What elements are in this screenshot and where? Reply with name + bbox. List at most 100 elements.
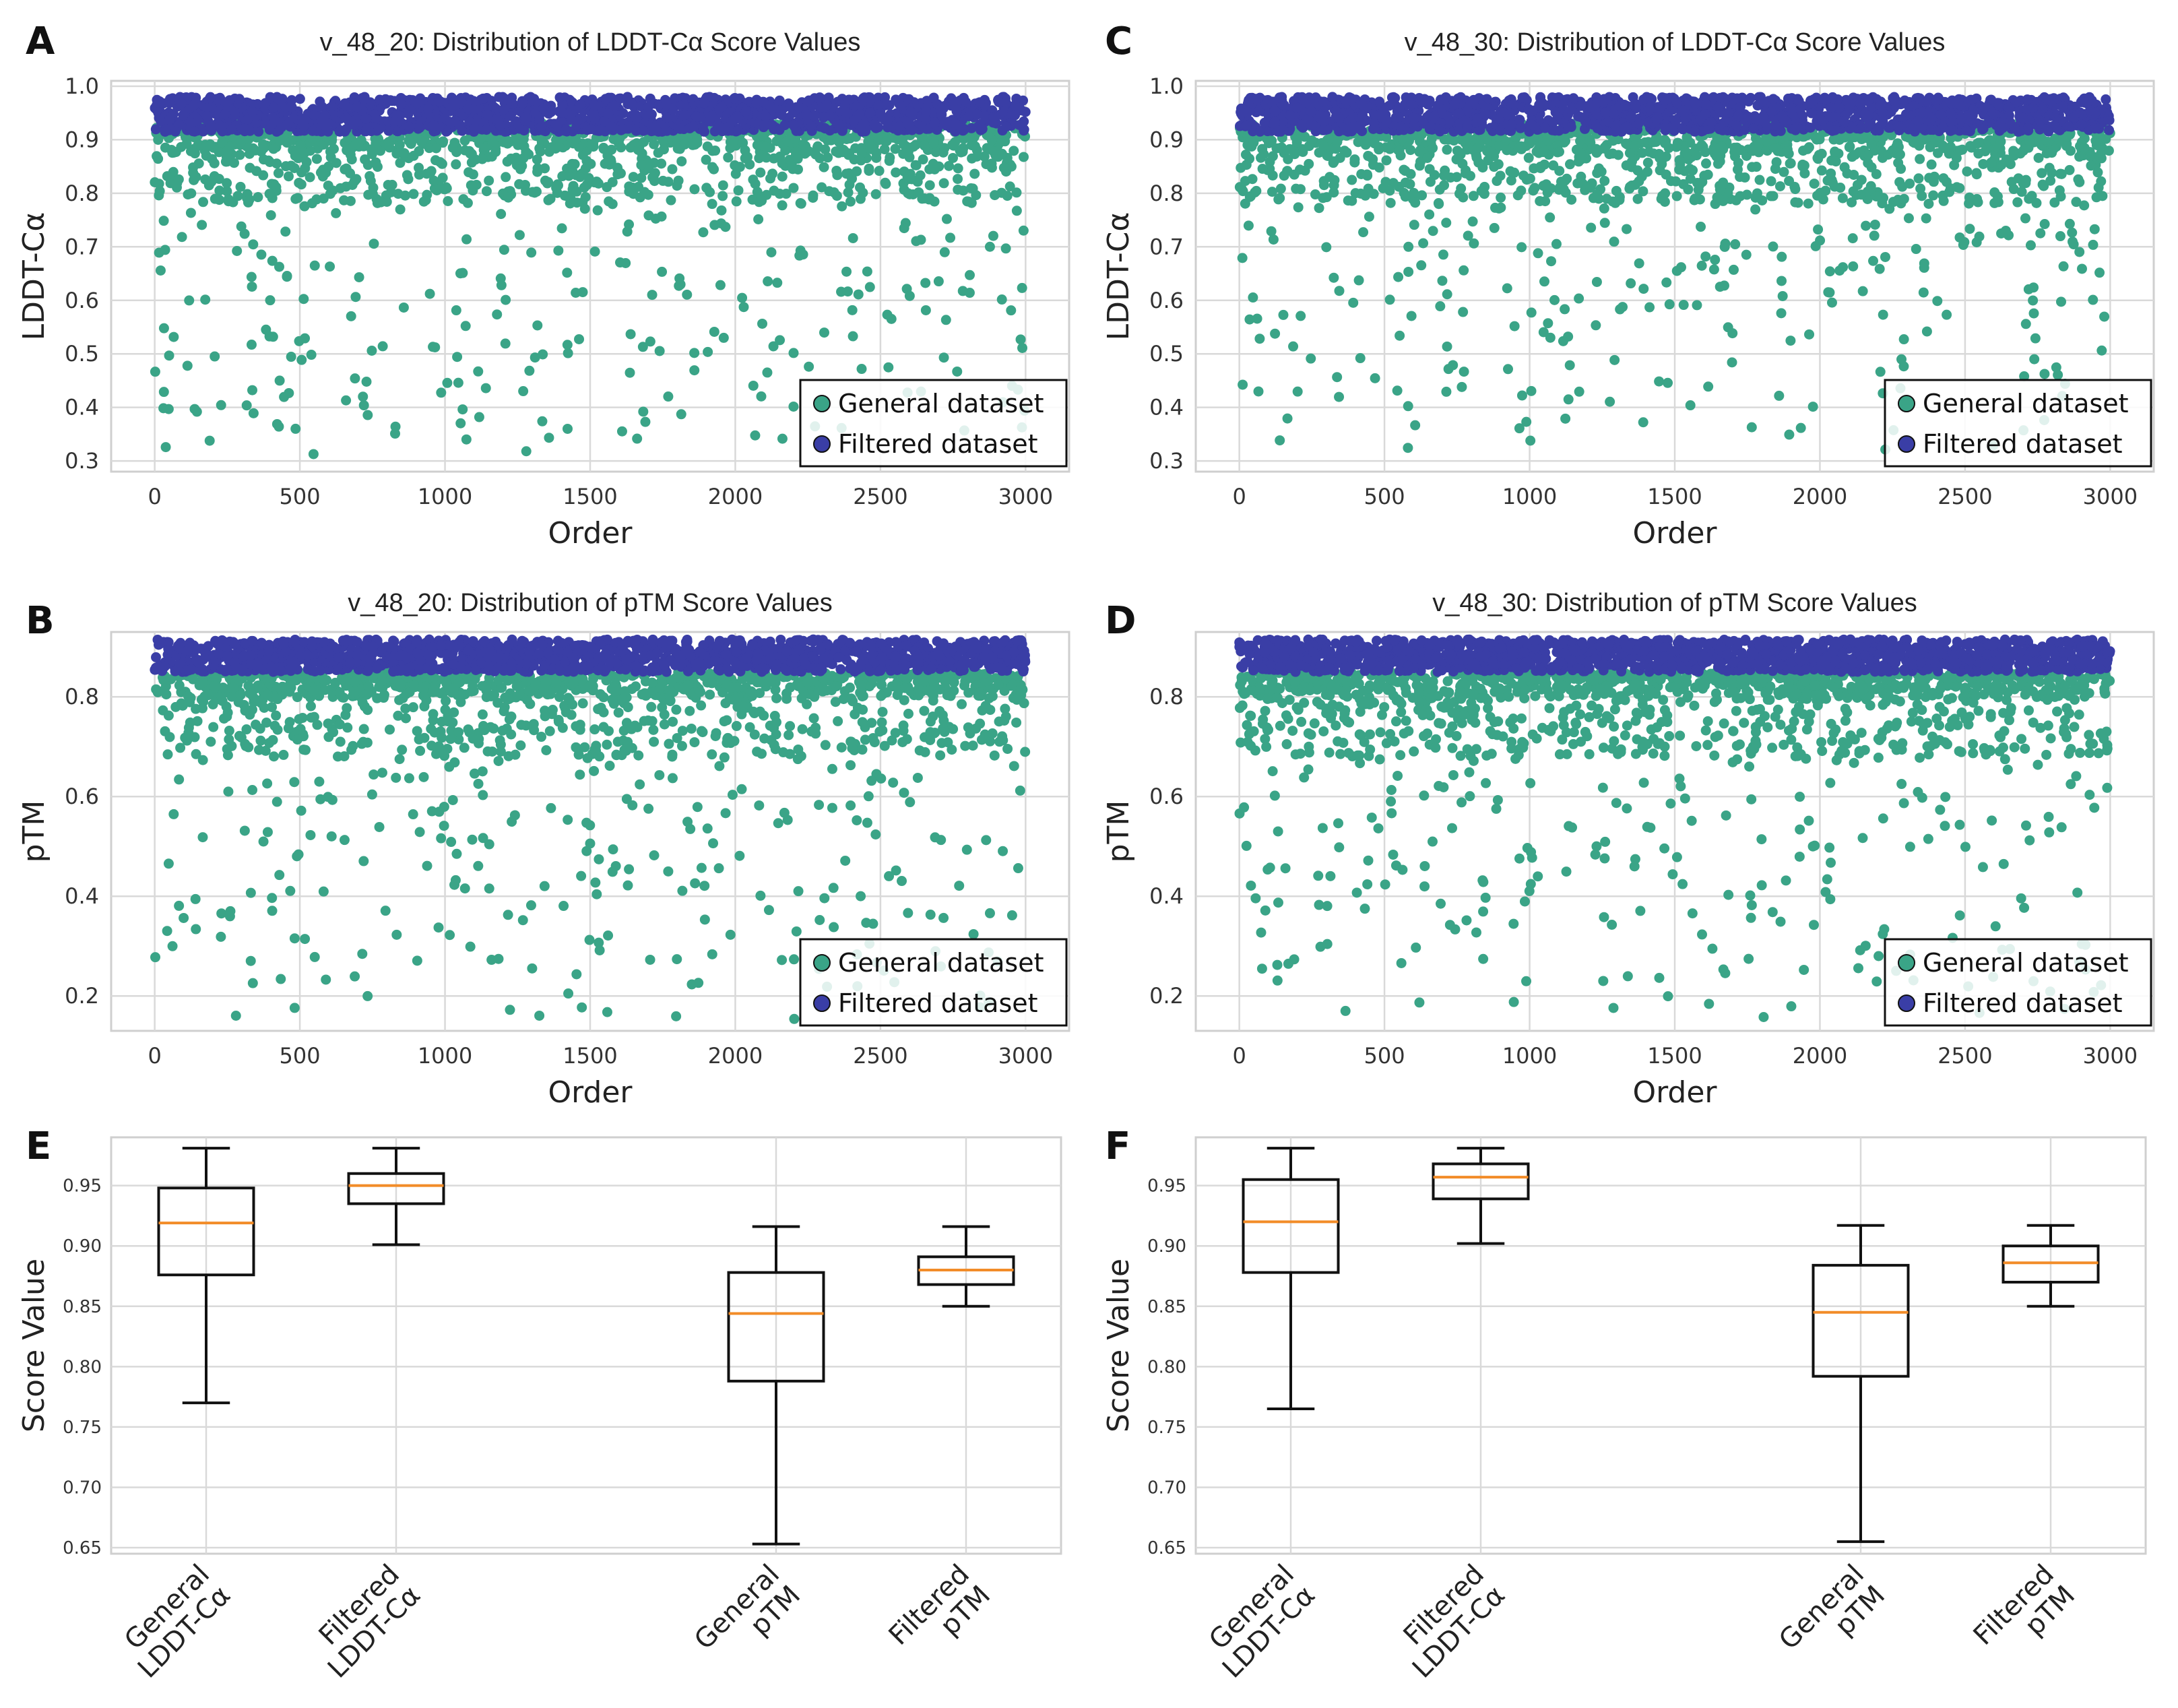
general-point bbox=[924, 193, 935, 203]
filtered-point bbox=[618, 108, 629, 119]
general-point bbox=[1368, 154, 1378, 164]
filtered-point bbox=[286, 95, 297, 106]
general-point bbox=[341, 395, 352, 406]
general-point bbox=[654, 346, 665, 356]
general-point bbox=[1917, 191, 1927, 201]
general-point bbox=[1471, 152, 1482, 163]
general-point bbox=[1011, 205, 1022, 216]
general-point bbox=[2005, 159, 2016, 170]
general-point bbox=[880, 177, 891, 188]
general-point bbox=[209, 158, 220, 168]
general-point bbox=[1443, 364, 1454, 375]
general-point bbox=[837, 201, 847, 212]
general-point bbox=[501, 172, 511, 183]
general-point bbox=[1797, 159, 1808, 170]
general-point bbox=[155, 265, 166, 276]
general-point bbox=[1607, 196, 1618, 207]
general-point bbox=[526, 247, 537, 258]
general-point bbox=[587, 139, 598, 150]
general-point bbox=[492, 309, 503, 320]
filtered-point bbox=[164, 115, 175, 125]
general-point bbox=[1535, 196, 1545, 207]
general-point bbox=[766, 247, 777, 257]
general-point bbox=[1741, 249, 1752, 260]
general-point bbox=[1848, 186, 1859, 197]
x-tick-label: 0 bbox=[148, 484, 161, 509]
general-point bbox=[575, 172, 585, 183]
general-point bbox=[282, 270, 292, 281]
general-point bbox=[1826, 297, 1837, 308]
filtered-point bbox=[929, 119, 940, 129]
general-point bbox=[984, 241, 995, 252]
general-point bbox=[1416, 260, 1427, 271]
general-point bbox=[2086, 160, 2096, 171]
filtered-point bbox=[976, 123, 987, 133]
general-point bbox=[1400, 166, 1411, 177]
general-point bbox=[1575, 135, 1586, 146]
general-point bbox=[474, 412, 484, 422]
general-point bbox=[953, 184, 963, 195]
general-point bbox=[607, 199, 618, 210]
general-point bbox=[823, 152, 833, 163]
general-point bbox=[1275, 183, 1286, 194]
general-point bbox=[1692, 300, 1702, 311]
general-point bbox=[2020, 319, 2031, 329]
general-point bbox=[777, 200, 788, 211]
general-point bbox=[1403, 241, 1414, 252]
general-point bbox=[530, 187, 540, 198]
general-point bbox=[241, 400, 252, 411]
general-point bbox=[1776, 251, 1787, 262]
filtered-point bbox=[546, 106, 556, 117]
general-point bbox=[1279, 170, 1289, 181]
general-point bbox=[502, 156, 513, 167]
filtered-point bbox=[820, 123, 831, 134]
general-point bbox=[1310, 189, 1320, 200]
general-point bbox=[1777, 290, 1788, 301]
x-tick-label: 500 bbox=[1364, 484, 1405, 509]
general-point bbox=[567, 158, 577, 169]
general-point bbox=[1538, 147, 1549, 158]
filtered-point bbox=[843, 94, 854, 105]
general-point bbox=[534, 143, 545, 154]
y-tick-label: 1.0 bbox=[65, 73, 99, 99]
general-point bbox=[589, 246, 600, 257]
general-point bbox=[1463, 230, 1473, 241]
general-point bbox=[273, 168, 284, 179]
general-point bbox=[377, 341, 388, 352]
general-point bbox=[571, 186, 582, 197]
general-point bbox=[296, 354, 307, 365]
general-point bbox=[2012, 197, 2023, 208]
general-point bbox=[400, 190, 411, 201]
general-point bbox=[1689, 195, 1700, 205]
general-point bbox=[948, 152, 959, 163]
general-point bbox=[1348, 297, 1359, 308]
general-point bbox=[1708, 264, 1719, 275]
general-point bbox=[362, 410, 373, 420]
general-point bbox=[561, 191, 572, 201]
general-point bbox=[311, 194, 322, 205]
general-point bbox=[674, 280, 684, 291]
filtered-point bbox=[481, 125, 492, 135]
x-tick-label: 0 bbox=[1232, 484, 1246, 509]
general-point bbox=[698, 227, 709, 238]
general-point bbox=[267, 255, 278, 266]
general-point bbox=[772, 278, 783, 288]
general-point bbox=[1244, 314, 1255, 325]
general-point bbox=[274, 261, 284, 272]
filtered-point bbox=[840, 106, 851, 117]
y-tick-label: 0.5 bbox=[65, 341, 99, 367]
general-point bbox=[540, 175, 550, 186]
general-point bbox=[1656, 193, 1667, 204]
general-point bbox=[398, 302, 409, 313]
general-point bbox=[1799, 168, 1810, 179]
general-point bbox=[403, 174, 414, 185]
general-point bbox=[1591, 276, 1602, 287]
filtered-point bbox=[961, 96, 971, 107]
filtered-point bbox=[554, 92, 565, 103]
general-point bbox=[1523, 152, 1534, 163]
general-point bbox=[911, 236, 922, 247]
general-point bbox=[956, 147, 967, 158]
general-point bbox=[1409, 220, 1419, 230]
general-point bbox=[309, 260, 320, 271]
